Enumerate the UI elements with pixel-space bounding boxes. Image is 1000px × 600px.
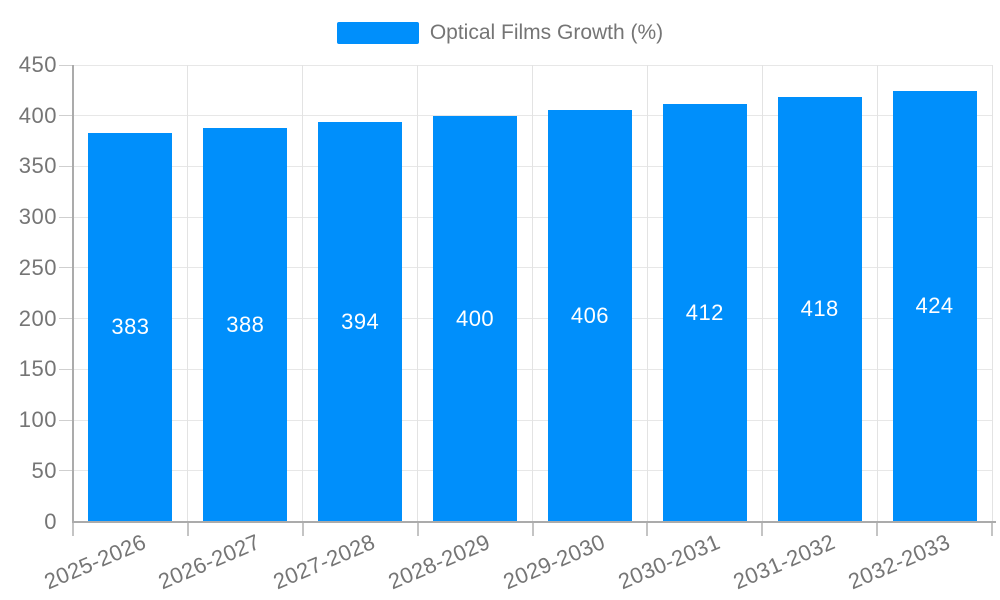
x-axis-label: 2032-2033: [844, 528, 954, 594]
x-gridline: [991, 65, 993, 522]
y-tick-label: 400: [18, 102, 57, 128]
bar-value-label: 418: [800, 296, 839, 322]
y-tick-mark: [59, 216, 73, 218]
x-tick-mark: [186, 522, 189, 536]
y-tick-mark: [59, 318, 73, 320]
bar-value-label: 400: [455, 305, 495, 331]
x-tick-mark: [761, 522, 764, 536]
bar[interactable]: [88, 132, 173, 522]
legend-swatch: [336, 22, 419, 44]
y-tick-label: 450: [18, 52, 57, 77]
x-tick-mark: [416, 522, 419, 536]
x-gridline: [532, 65, 533, 522]
y-tick-label: 350: [18, 153, 57, 179]
y-tick-mark: [59, 115, 73, 117]
x-tick-mark: [531, 522, 534, 536]
bar[interactable]: [662, 103, 747, 522]
x-tick-mark: [301, 522, 304, 536]
x-axis-label: 2026-2027: [154, 528, 265, 594]
legend-item-optical-films[interactable]: Optical Films Growth (%): [336, 20, 664, 46]
x-axis-label: 2028-2029: [384, 528, 494, 594]
bar[interactable]: [892, 91, 977, 522]
x-axis-label: 2030-2031: [614, 528, 724, 594]
bar[interactable]: [318, 121, 403, 522]
y-tick-mark: [59, 368, 73, 370]
x-tick-mark: [72, 522, 74, 536]
y-tick-mark: [59, 267, 73, 269]
y-tick-label: 300: [18, 204, 57, 230]
bar-value-label: 424: [915, 293, 954, 319]
x-axis-line: [72, 520, 996, 523]
x-axis-label: 2025-2026: [40, 528, 150, 594]
bar[interactable]: [547, 109, 632, 522]
x-tick-mark: [991, 522, 993, 536]
y-tick-label: 0: [44, 508, 57, 534]
y-tick-label: 150: [18, 356, 57, 382]
x-gridline: [187, 65, 189, 522]
y-axis-line: [72, 65, 74, 536]
x-gridline: [302, 65, 304, 522]
bar-value-label: 412: [685, 299, 724, 325]
x-gridline: [761, 65, 763, 522]
bar-value-label: 388: [226, 311, 265, 337]
y-tick-mark: [59, 64, 73, 66]
bar[interactable]: [203, 127, 288, 522]
bar-value-label: 394: [341, 308, 380, 334]
bar-value-label: 383: [111, 314, 150, 340]
bar-value-label: 406: [570, 302, 610, 328]
x-gridline: [646, 65, 648, 522]
x-axis-label: 2027-2028: [269, 528, 379, 594]
y-tick-label: 200: [18, 305, 57, 331]
bar[interactable]: [777, 97, 862, 522]
y-tick-mark: [59, 419, 73, 421]
bar[interactable]: [433, 115, 518, 522]
chart-legend: Optical Films Growth (%): [0, 20, 1000, 46]
y-tick-label: 100: [18, 407, 57, 433]
y-tick-mark: [59, 165, 73, 167]
y-tick-label: 50: [31, 457, 57, 483]
x-tick-mark: [876, 522, 879, 536]
x-tick-mark: [646, 522, 649, 536]
x-gridline: [417, 65, 419, 522]
y-tick-mark: [59, 470, 73, 472]
x-gridline: [876, 65, 878, 522]
x-axis-label: 2029-2030: [499, 528, 609, 594]
legend-series-label: Optical Films Growth (%): [429, 21, 664, 44]
y-tick-label: 250: [18, 254, 57, 280]
x-axis-label: 2031-2032: [729, 528, 839, 594]
